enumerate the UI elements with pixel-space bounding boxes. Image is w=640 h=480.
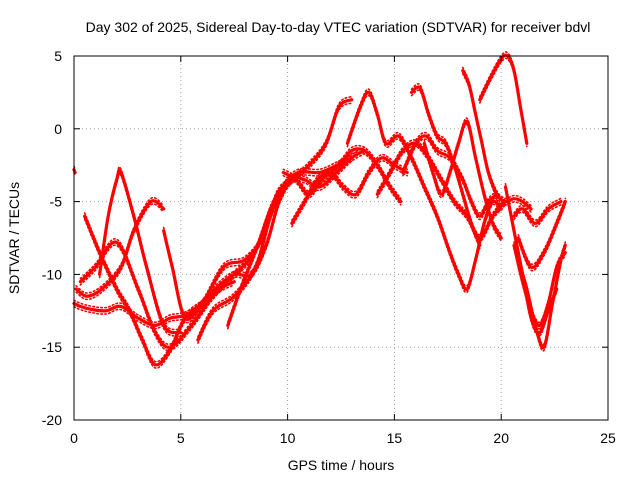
x-axis-label: GPS time / hours: [288, 457, 395, 473]
series-line: [375, 141, 508, 240]
series-marker-band: [517, 204, 567, 272]
series-marker-band: [98, 166, 182, 331]
x-tick-label: 15: [387, 430, 403, 446]
series-marker-band: [75, 203, 165, 301]
series-marker-band: [513, 197, 562, 222]
grid-layer: [74, 56, 608, 420]
series-marker-band: [162, 146, 366, 317]
series-sat-21: [516, 197, 567, 272]
series-marker-band: [517, 241, 567, 346]
series-sat-16: [461, 66, 533, 213]
series-line: [478, 53, 529, 145]
series-marker-band: [197, 160, 353, 344]
y-tick-label: 5: [54, 48, 62, 64]
series-line: [281, 147, 403, 204]
series-marker-band: [98, 172, 182, 337]
series-line: [516, 200, 567, 270]
series-sat-18: [512, 241, 567, 330]
y-tick-label: -10: [42, 266, 62, 282]
series-marker-band: [402, 131, 498, 214]
x-tick-label: 10: [280, 430, 296, 446]
series-line: [409, 85, 482, 247]
series-marker-band: [162, 153, 366, 324]
series-marker-band: [479, 51, 528, 141]
series-marker-band: [423, 117, 502, 236]
series-marker-band: [75, 196, 165, 294]
series-marker-band: [79, 233, 263, 345]
series-marker-band: [291, 160, 408, 228]
series-marker-band: [462, 73, 532, 213]
series-sat-4: [98, 166, 183, 337]
series-line: [226, 192, 281, 327]
x-tick-label: 20: [493, 430, 509, 446]
x-tick-label: 0: [70, 430, 78, 446]
series-sat-12: [375, 139, 508, 243]
series-sat-7: [196, 153, 354, 344]
series-marker-band: [479, 57, 528, 148]
chart-title: Day 302 of 2025, Sidereal Day-to-day VTE…: [86, 19, 591, 35]
y-axis-label: SDTVAR / TECUs: [6, 182, 22, 294]
series-sat-15: [422, 117, 503, 243]
series-marker-band: [376, 145, 507, 243]
series-marker-band: [410, 89, 481, 250]
plot-frame: [73, 55, 609, 421]
series-marker-band: [517, 247, 567, 352]
series-marker-band: [513, 204, 562, 228]
series-marker-band: [376, 139, 507, 236]
series-marker-band: [227, 196, 280, 330]
series-marker-band: [291, 153, 408, 221]
series-line: [290, 156, 409, 225]
series-line: [512, 200, 563, 225]
series-marker-band: [402, 138, 498, 221]
tick-layer: 0 5 10 15 20 25 -20 -15 -10 -5 0 5: [42, 48, 616, 446]
x-tick-label: 25: [600, 430, 616, 446]
y-tick-label: -15: [42, 339, 62, 355]
series-sat-5: [74, 196, 166, 301]
series-sat-22: [512, 197, 563, 228]
y-tick-label: -5: [50, 194, 63, 210]
y-tick-label: -20: [42, 412, 62, 428]
series-sat-14: [409, 83, 482, 250]
y-tick-label: 0: [54, 121, 62, 137]
series-sat-20: [516, 241, 567, 352]
series-marker-band: [282, 144, 402, 200]
series-sat-10: [290, 153, 409, 228]
series-marker-band: [462, 66, 532, 207]
series-marker-band: [517, 197, 567, 266]
series-marker-band: [423, 123, 502, 243]
series-line: [422, 119, 503, 240]
series-sat-17: [478, 51, 529, 148]
series-sat-8: [226, 190, 281, 330]
series-marker-band: [504, 189, 558, 337]
x-tick-label: 5: [177, 430, 185, 446]
series-marker-band: [227, 190, 280, 323]
series-line: [196, 156, 354, 342]
series-line: [74, 199, 166, 298]
series-marker-band: [410, 83, 481, 243]
series-layer: [72, 51, 567, 369]
